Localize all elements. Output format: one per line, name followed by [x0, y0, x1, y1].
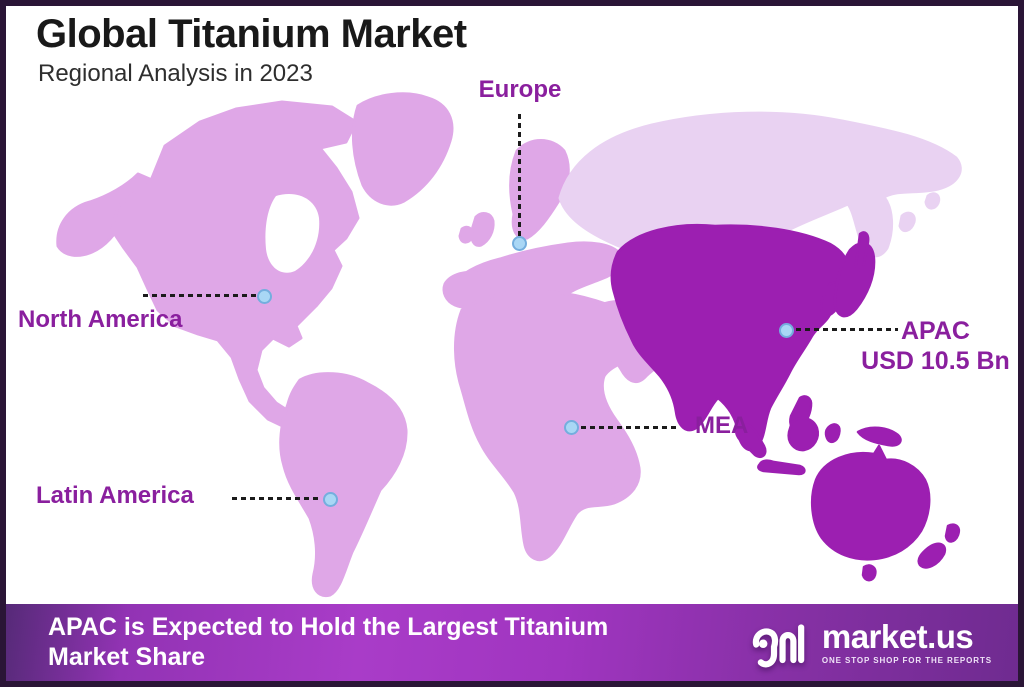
- region-label-north-america: North America: [18, 306, 183, 333]
- map-new-zealand-north: [944, 523, 960, 543]
- map-new-guinea: [856, 426, 902, 447]
- banner-headline-line1: APAC is Expected to Hold the Largest Tit…: [48, 613, 609, 641]
- region-label-europe: Europe: [478, 76, 562, 103]
- region-label-mea: MEA: [695, 412, 749, 439]
- map-sakhalin: [854, 231, 870, 272]
- map-uk: [470, 212, 495, 247]
- map-ireland: [458, 225, 474, 244]
- map-hudson-bay: [265, 194, 320, 273]
- marketus-logo-name: market.us: [821, 618, 974, 655]
- map-sumatra: [735, 423, 767, 459]
- leader-line-apac: [796, 328, 898, 331]
- map-greenland: [351, 92, 454, 206]
- marker-dot-north-america: [257, 289, 272, 304]
- map-sulawesi: [824, 423, 841, 444]
- marker-dot-mea: [564, 420, 579, 435]
- map-far-east-island2: [924, 192, 941, 210]
- region-label-apac: APAC: [901, 317, 970, 345]
- banner-headline-line2: Market Share: [48, 642, 206, 671]
- map-madagascar: [611, 455, 636, 501]
- marker-dot-europe: [512, 236, 527, 251]
- region-value-apac: USD 10.5 Bn: [861, 347, 1010, 375]
- leader-line-latin-america: [232, 497, 322, 500]
- leader-line-europe: [518, 114, 521, 238]
- marker-dot-apac: [779, 323, 794, 338]
- world-map: [56, 92, 962, 598]
- marketus-logo-tagline: ONE STOP SHOP FOR THE REPORTS: [821, 656, 992, 665]
- leader-line-north-america: [143, 294, 257, 297]
- footer-banner: APAC is Expected to Hold the Largest Tit…: [6, 604, 1018, 681]
- map-far-east-island: [898, 211, 916, 233]
- marketus-logo: market.us ONE STOP SHOP FOR THE REPORTS: [750, 614, 992, 672]
- marker-dot-latin-america: [323, 492, 338, 507]
- marketus-logo-text: market.us ONE STOP SHOP FOR THE REPORTS: [822, 620, 992, 665]
- map-south-america: [279, 372, 408, 598]
- region-label-latin-america: Latin America: [36, 482, 194, 509]
- map-australia: [810, 444, 931, 561]
- marketus-logo-icon: [752, 623, 805, 667]
- map-north-america: [110, 100, 360, 431]
- map-borneo: [787, 416, 819, 452]
- page-title: Global Titanium Market: [36, 12, 467, 56]
- map-scandinavia: [509, 139, 570, 240]
- leader-line-mea: [581, 426, 678, 429]
- region-label-apac-block: APAC USD 10.5 Bn: [858, 316, 1013, 377]
- map-tasmania: [861, 564, 877, 582]
- banner-headline: APAC is Expected to Hold the Largest Tit…: [48, 613, 608, 672]
- map-java: [757, 459, 806, 476]
- page-subtitle: Regional Analysis in 2023: [38, 60, 313, 87]
- map-new-zealand-south: [917, 542, 947, 569]
